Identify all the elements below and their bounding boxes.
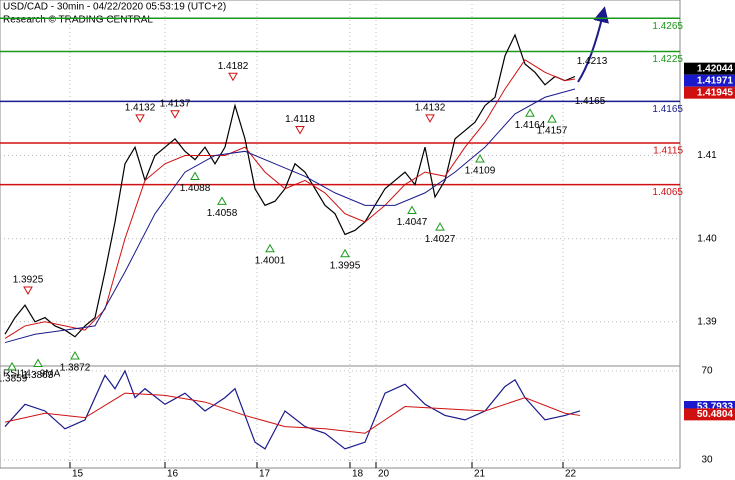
price-tag-label: 1.41945 — [697, 87, 734, 98]
level-label: 1.4115 — [653, 146, 683, 157]
series-line — [4, 33, 576, 338]
annotation-label: 1.4058 — [207, 208, 238, 219]
annotation-label: 1.4109 — [465, 166, 496, 177]
level-label: 1.4225 — [652, 54, 683, 65]
chart-title: USD/CAD - 30min - 04/22/2020 05:53:19 (U… — [3, 2, 226, 13]
x-tick-label: 16 — [167, 469, 179, 480]
support-marker — [33, 358, 43, 368]
support-marker — [70, 351, 80, 360]
annotation-label: 1.3925 — [13, 275, 44, 286]
level-label: 1.4065 — [652, 187, 683, 198]
support-marker — [435, 222, 445, 231]
x-tick-label: 22 — [565, 469, 577, 480]
annotation-label: 1.3995 — [330, 260, 361, 271]
annotation-label: 1.3859 — [0, 373, 28, 384]
price-tag — [684, 408, 735, 421]
support-marker — [475, 153, 485, 163]
resistance-marker — [23, 286, 33, 295]
resistance-marker — [295, 126, 305, 135]
annotation-label: 1.4027 — [425, 234, 456, 245]
x-tick-label: 18 — [352, 469, 364, 480]
annotation-label: 1.3863 — [23, 370, 54, 381]
price-tag — [684, 86, 735, 99]
price-tag — [684, 74, 735, 87]
annotation-label: 1.4137 — [160, 98, 191, 109]
plot-frame — [0, 0, 681, 469]
target-label: 1.4165 — [575, 96, 606, 107]
annotation-label: 1.4118 — [285, 114, 315, 125]
annotation-label: 1.4132 — [125, 103, 156, 114]
annotation-label: 1.4157 — [537, 126, 568, 137]
x-tick-label: 20 — [378, 469, 390, 480]
x-tick-label: 17 — [259, 469, 271, 480]
annotation-label: 1.4182 — [218, 61, 249, 72]
forecast-arrow — [577, 6, 609, 83]
y-tick-label: 1.40 — [697, 233, 717, 244]
y-tick-label: 1.41 — [697, 150, 717, 161]
chart-subtitle: Research © TRADING CENTRAL — [3, 15, 153, 26]
series-line — [4, 392, 581, 434]
resistance-marker — [425, 114, 435, 123]
x-tick-label: 21 — [474, 469, 486, 480]
price-tag-label: 53.7933 — [697, 402, 734, 413]
support-marker — [265, 243, 275, 253]
annotation-label: 1.4164 — [515, 120, 546, 131]
support-marker — [217, 196, 227, 205]
price-tag — [684, 62, 735, 75]
series-line — [4, 59, 576, 339]
series-line — [4, 88, 576, 344]
y-tick-label: 70 — [701, 366, 713, 377]
support-marker — [340, 248, 350, 258]
support-marker — [7, 361, 17, 371]
support-marker — [407, 205, 417, 215]
y-tick-label: 30 — [701, 455, 713, 466]
y-tick-label: 1.39 — [697, 316, 717, 327]
price-tag-label: 50.4804 — [697, 409, 734, 420]
resistance-marker — [170, 110, 180, 119]
x-tick-label: 15 — [72, 469, 84, 480]
series-line — [4, 369, 581, 450]
level-label: 1.4165 — [652, 104, 683, 115]
target-label: 1.4213 — [577, 56, 608, 67]
support-marker — [547, 114, 557, 123]
annotation-label: 1.3872 — [60, 363, 91, 374]
rsi-label: RSI14 - 9MA — [3, 369, 61, 380]
resistance-marker — [135, 114, 145, 123]
price-tag-label: 1.41971 — [697, 75, 734, 86]
support-marker — [525, 108, 535, 117]
resistance-marker — [228, 72, 238, 82]
price-tag-label: 1.42044 — [697, 63, 734, 74]
annotation-label: 1.4001 — [255, 255, 286, 266]
annotation-label: 1.4132 — [415, 103, 446, 114]
annotation-label: 1.4088 — [180, 183, 211, 194]
support-marker — [190, 171, 200, 180]
annotation-label: 1.4047 — [397, 217, 428, 228]
level-label: 1.4265 — [652, 21, 683, 32]
